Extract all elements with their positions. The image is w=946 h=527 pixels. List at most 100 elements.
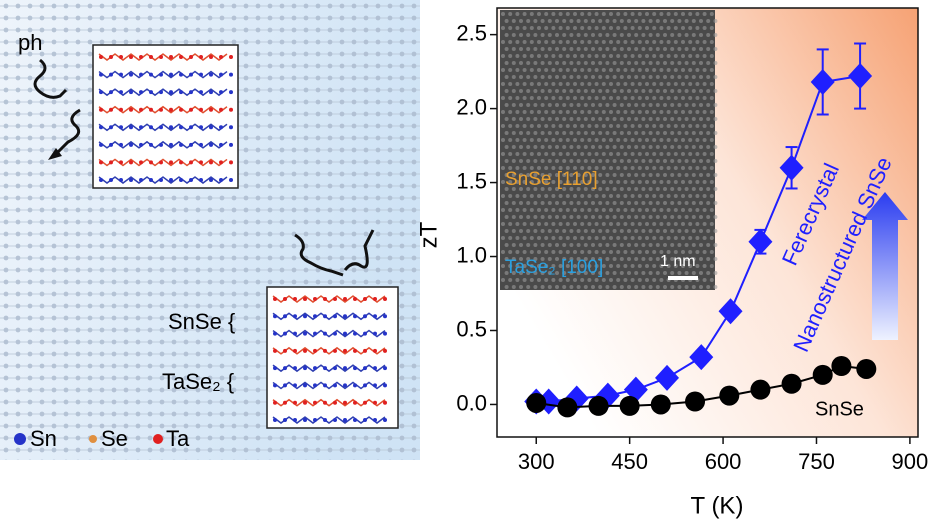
atom [273,348,277,353]
atom-column [670,187,675,191]
atom-column [555,75,559,79]
atom-column [612,33,617,37]
atom-column [652,110,657,114]
atom-column [634,285,639,289]
atom-column [699,117,703,121]
atom-column [637,264,642,268]
atom-column [576,257,581,261]
atom [179,107,183,112]
atom-column [533,131,538,135]
atom-column [619,61,624,65]
atom-column [569,61,574,65]
atom-column [688,180,693,184]
atom-column [591,243,595,247]
atom-column [562,271,567,275]
atom-column [619,145,624,149]
atom-column [515,278,520,282]
atom-column [637,152,642,156]
atom-column [526,33,531,37]
atom-column [565,194,570,198]
atom-column [655,271,660,275]
atom-column [547,215,552,219]
atom-column [713,215,718,219]
atom-column [601,138,606,142]
atom-column [551,152,556,156]
atom [229,142,233,147]
atom-column [594,166,599,170]
atom-column [713,243,718,247]
atom-column [562,89,567,93]
atom-column [688,166,693,170]
data-point [750,379,771,400]
atom [199,125,203,130]
atom-column [663,145,667,149]
atom-column [526,271,531,275]
legend-label: Sn [30,426,57,451]
atom-column [540,173,545,177]
atom-column [695,222,700,226]
atom-column [634,201,639,205]
atom-column [623,82,628,86]
atom-column [547,61,552,65]
x-tick-label: 900 [892,449,929,474]
atom-column [659,166,664,170]
atom-column [580,26,585,30]
atom-column [702,152,707,156]
atom-column [526,201,531,205]
atom [179,142,183,147]
atom-column [508,40,513,44]
atom-column [702,110,707,114]
atom-column [594,138,599,142]
atom-column [519,173,523,177]
atom-column [598,61,603,65]
atom-column [601,194,606,198]
atom-column [699,19,703,23]
atom [169,107,173,112]
y-tick-label: 1.0 [456,242,487,267]
atom [189,90,193,95]
atom-column [605,201,610,205]
atom-column [616,138,621,142]
atom-column [555,187,559,191]
atom-column [684,103,689,107]
atom-column [501,96,505,100]
atom-column [691,89,696,93]
atom-column [591,103,595,107]
atom-column [565,138,570,142]
atom-column [594,194,599,198]
atom-column [623,166,628,170]
atom-column [511,159,516,163]
atom-column [526,229,531,233]
atom [169,178,173,182]
atom-column [652,194,657,198]
atom-column [587,180,592,184]
atom-column [609,194,613,198]
atom-column [591,131,595,135]
atom-column [562,173,567,177]
atom-column [706,257,711,261]
atom-column [681,12,685,16]
atom-column [519,285,523,289]
atom [119,90,123,95]
atom-column [670,159,675,163]
atom-column [526,187,531,191]
atom [189,107,193,112]
atom-column [533,61,538,65]
atom-column [601,82,606,86]
atom [159,142,163,147]
atom-column [619,47,624,51]
atom-column [598,145,603,149]
atom-column [619,75,624,79]
atom-column [551,236,556,240]
atom-column [670,243,675,247]
atom [353,348,357,353]
atom-column [652,12,657,16]
atom-column [544,180,549,184]
atom-column [681,110,685,114]
series-label: SnSe [815,398,864,420]
atom-column [706,89,711,93]
atom-column [583,257,588,261]
atom-column [627,33,631,37]
atom-column [648,201,653,205]
atom-column [652,96,657,100]
